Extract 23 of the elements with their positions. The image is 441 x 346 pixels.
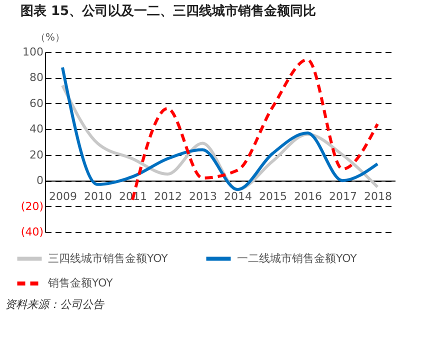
y-tick-label: 60: [30, 96, 44, 110]
y-axis-title: （%）: [36, 32, 66, 44]
y-tick-label: 40: [30, 122, 44, 136]
y-tick-label: 20: [30, 148, 44, 162]
x-tick-label: 2009: [49, 190, 77, 204]
x-tick-label: 2015: [259, 190, 287, 204]
y-tick-label: 80: [30, 71, 44, 84]
text: 资料来源：公司公告: [5, 298, 105, 311]
y-tick-label: 0: [36, 174, 44, 188]
x-tick-label: 2012: [154, 190, 182, 204]
x-tick-label: 2014: [224, 190, 252, 204]
x-tick-label: 2010: [84, 190, 112, 204]
x-tick-label: 2016: [294, 190, 322, 204]
chart-title: 图表 15、公司以及一二、三四线城市销售金额同比: [20, 3, 316, 19]
y-tick-label: (40): [20, 226, 44, 238]
y-tick-label: (20): [20, 200, 44, 213]
y-tick-label: 100: [22, 46, 44, 58]
x-tick-label: 2013: [189, 190, 217, 204]
legend-label: 一二线城市销售金额YOY: [237, 252, 358, 265]
x-tick-label: 2017: [329, 190, 357, 204]
legend-label: 销售金额YOY: [47, 276, 114, 290]
legend-label: 三四线城市销售金额YOY: [48, 252, 168, 265]
x-tick-label: 2018: [364, 190, 392, 204]
